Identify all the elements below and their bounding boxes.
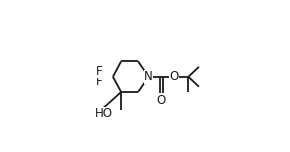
Text: HO: HO xyxy=(95,107,113,121)
Text: O: O xyxy=(170,70,179,83)
Text: N: N xyxy=(144,70,153,83)
Text: F: F xyxy=(96,75,103,88)
Text: F: F xyxy=(96,65,103,78)
Text: O: O xyxy=(157,94,166,107)
